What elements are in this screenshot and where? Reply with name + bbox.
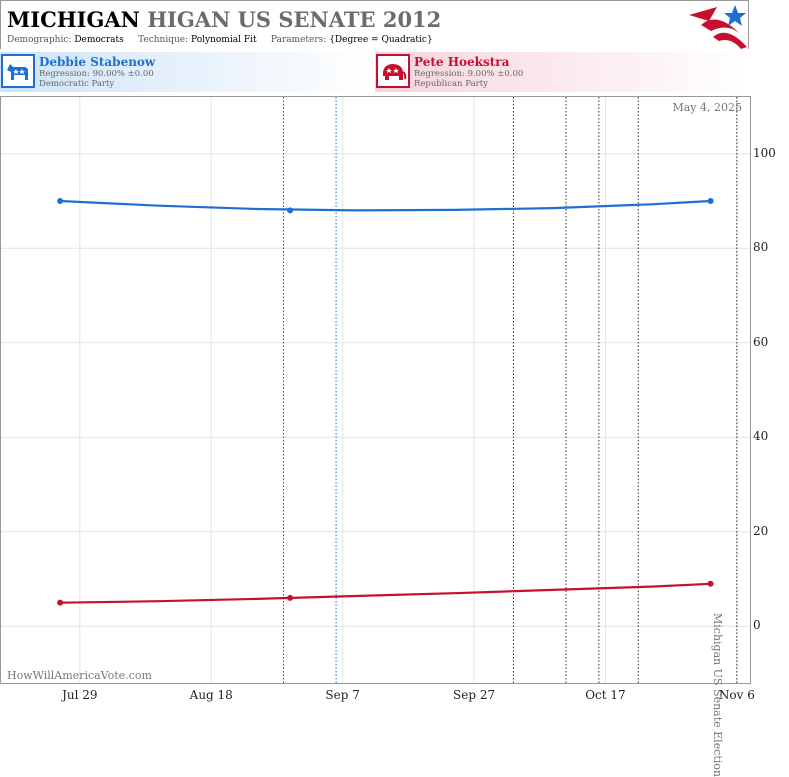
data-point [57, 599, 64, 606]
plot-area: May 4, 2025 HowWillAmericaVote.com Michi… [0, 96, 751, 777]
demographic-value: Democrats [74, 35, 124, 45]
regression-text: Regression: 9.00% ±0.00 [414, 69, 524, 79]
x-tick-label: Sep 27 [453, 688, 496, 702]
data-point [287, 207, 294, 214]
candidate-republican: Pete Hoekstra Regression: 9.00% ±0.00 Re… [375, 52, 749, 92]
chart-title: MICHIGAN HIGAN US SENATE 2012 [7, 7, 441, 32]
x-tick-label: Sep 7 [325, 688, 360, 702]
technique-label: Technique: [138, 35, 189, 45]
candidate-name: Debbie Stabenow [39, 55, 156, 69]
y-tick-label: 100 [753, 145, 776, 160]
y-tick-label: 80 [753, 240, 769, 255]
x-tick-label: Jul 29 [62, 688, 98, 702]
x-tick-label: Nov 6 [718, 688, 755, 702]
elephant-icon [376, 54, 410, 88]
series-line [59, 199, 712, 212]
y-tick-label: 60 [753, 334, 769, 349]
series-line [59, 582, 712, 604]
candidate-info: Regression: 90.00% ±0.00 Democratic Part… [39, 69, 154, 89]
x-tick-label: Oct 17 [585, 688, 626, 702]
party-text: Republican Party [414, 79, 488, 89]
candidate-name: Pete Hoekstra [414, 55, 510, 69]
y-tick-label: 40 [753, 429, 769, 444]
site-logo-icon [689, 5, 747, 49]
data-point [57, 197, 64, 204]
candidate-democrat: Debbie Stabenow Regression: 90.00% ±0.00… [0, 52, 370, 92]
candidate-legend: Debbie Stabenow Regression: 90.00% ±0.00… [0, 52, 749, 94]
technique-value: Polynomial Fit [191, 35, 257, 45]
chart-parameters: Demographic: Democrats Technique: Polyno… [7, 35, 433, 45]
title-race: HIGAN US SENATE 2012 [147, 7, 442, 32]
party-text: Democratic Party [39, 79, 115, 89]
data-point [707, 580, 714, 587]
chart-svg [1, 97, 750, 683]
title-state: MICHIGAN [7, 7, 140, 32]
y-tick-label: 20 [753, 523, 769, 538]
candidate-info: Regression: 9.00% ±0.00 Republican Party [414, 69, 523, 89]
demographic-label: Demographic: [7, 35, 72, 45]
y-tick-label: 0 [753, 618, 761, 633]
data-point [707, 197, 714, 204]
watermark: HowWillAmericaVote.com [7, 669, 152, 682]
chart-header: MICHIGAN HIGAN US SENATE 2012 Demographi… [0, 0, 749, 49]
parameters-value: {Degree = Quadratic} [329, 35, 433, 45]
x-tick-label: Aug 18 [189, 688, 233, 702]
parameters-label: Parameters: [270, 35, 327, 45]
data-point [287, 594, 294, 601]
date-stamp: May 4, 2025 [672, 101, 742, 114]
donkey-icon [1, 54, 35, 88]
regression-text: Regression: 90.00% ±0.00 [39, 69, 154, 79]
